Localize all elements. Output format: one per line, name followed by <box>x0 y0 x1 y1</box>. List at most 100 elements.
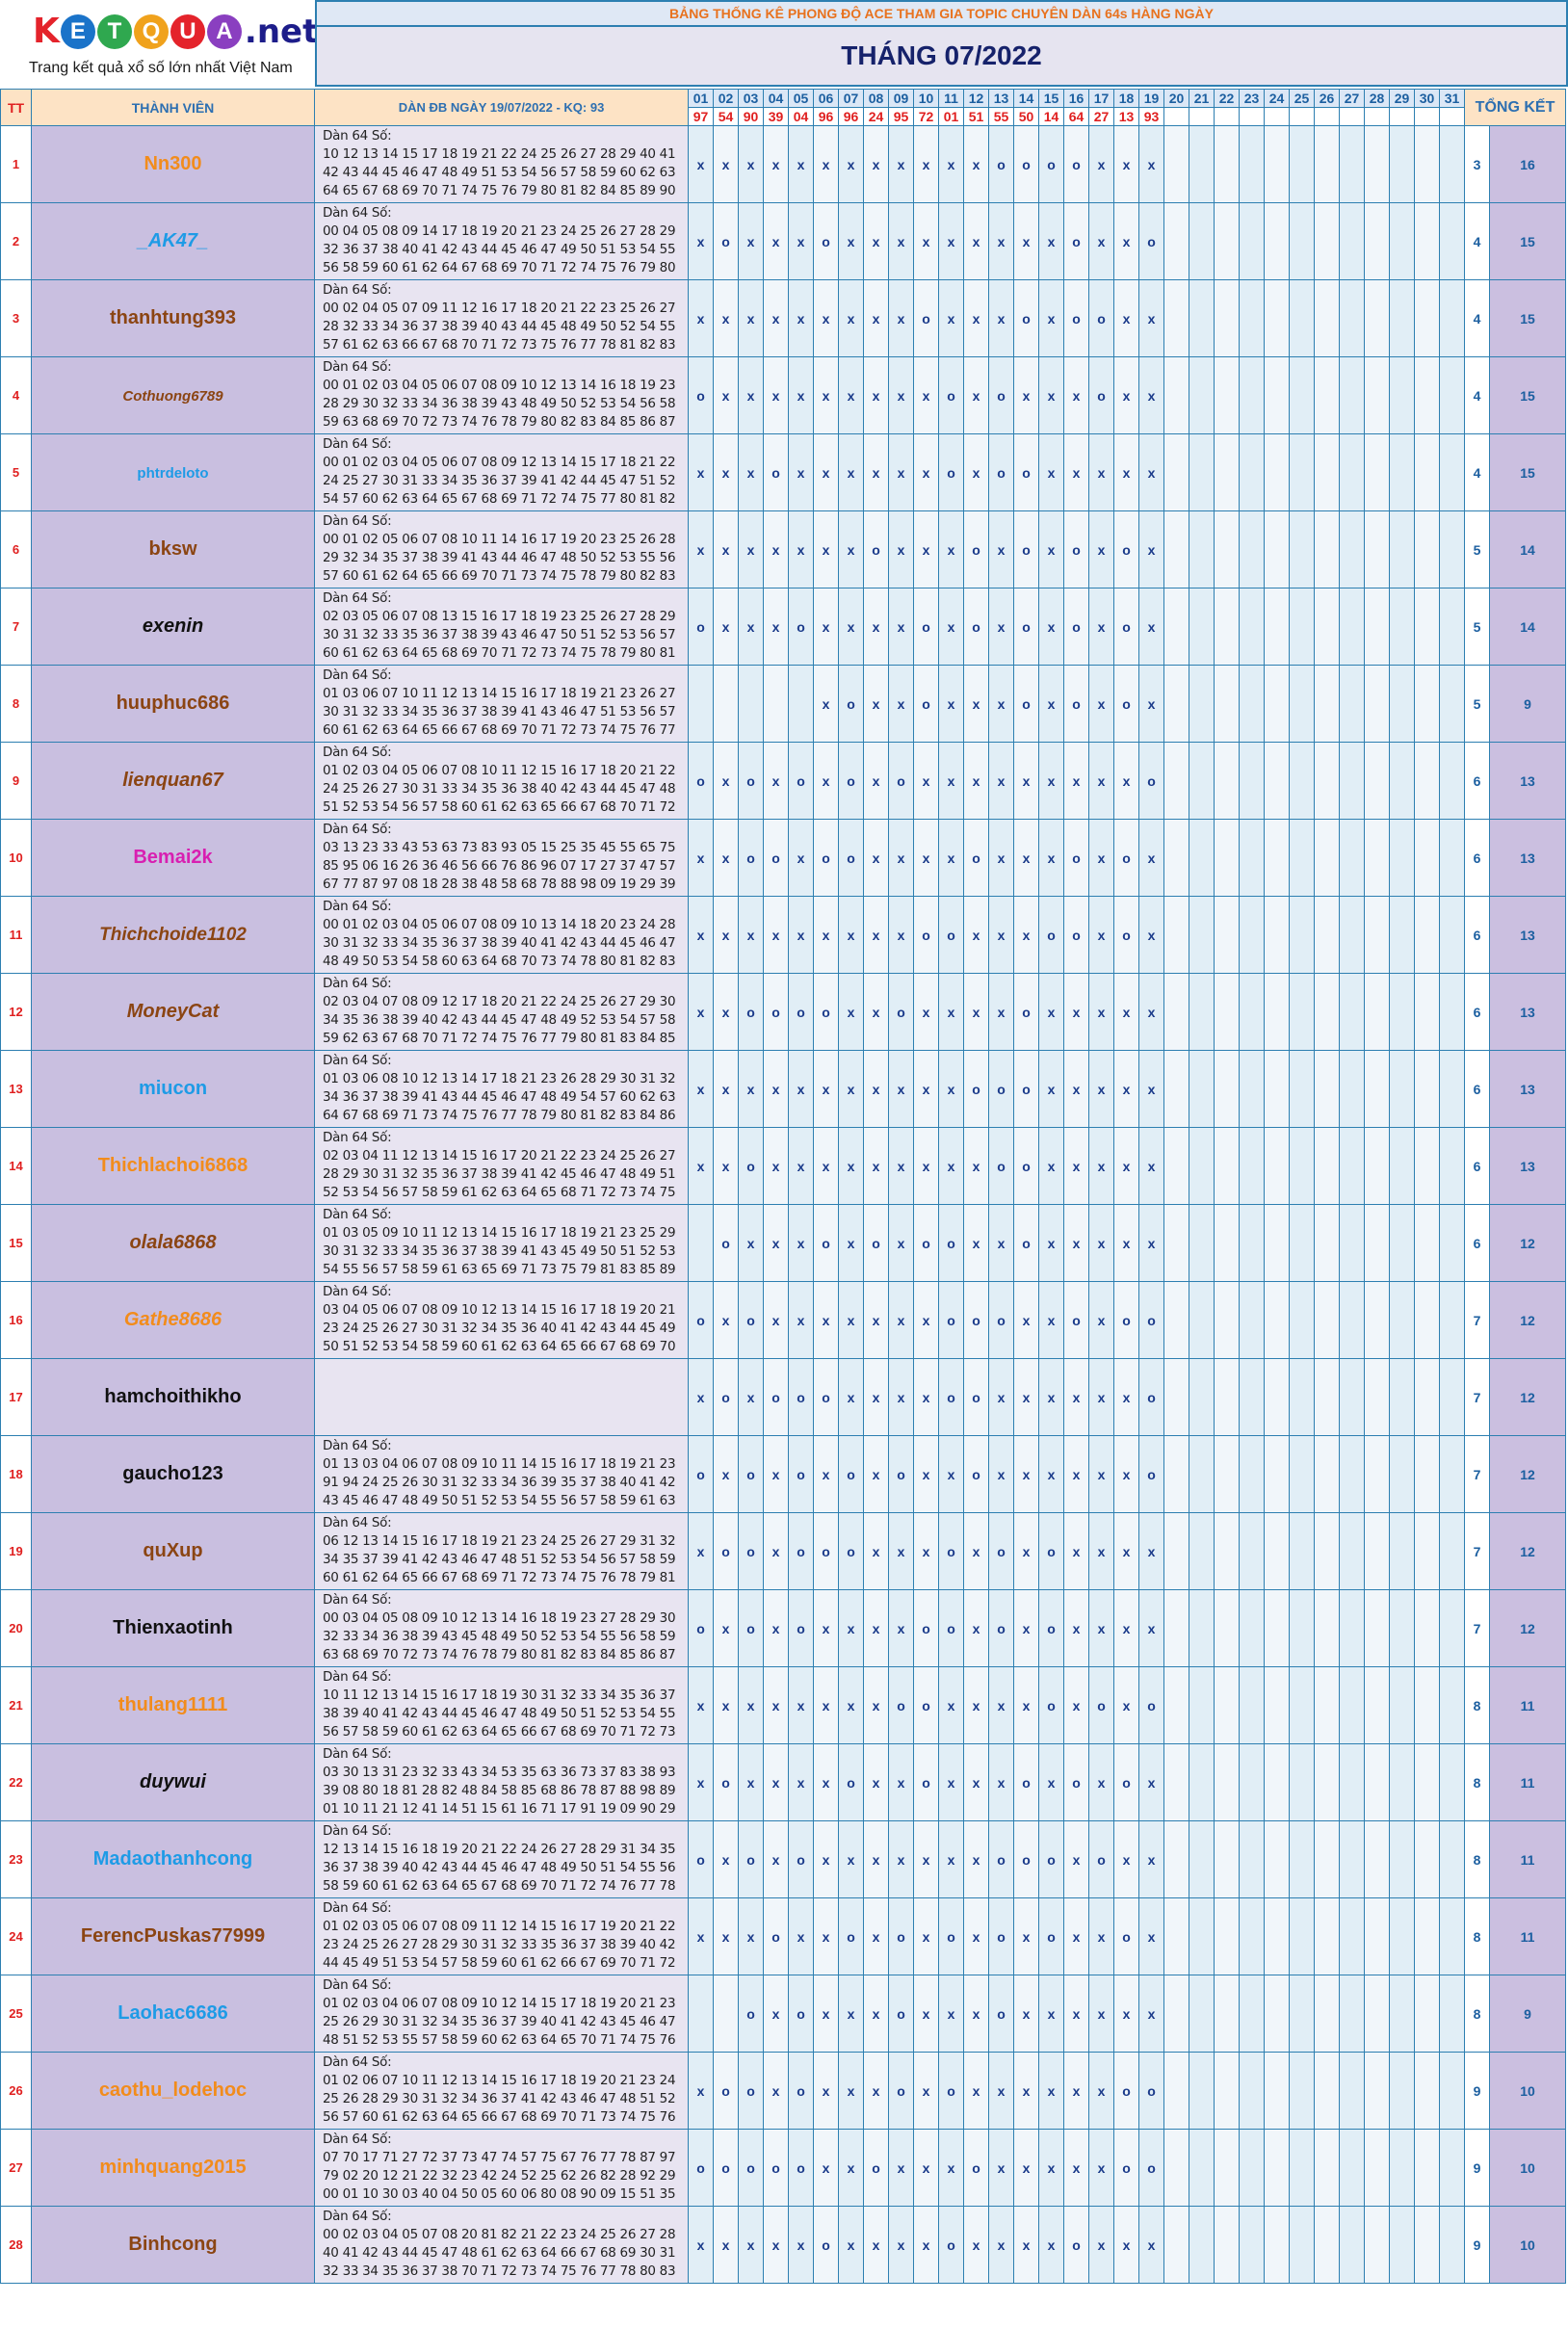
total-count-cell: 6 <box>1464 896 1490 974</box>
result-cell: x <box>813 1127 839 1205</box>
member-name[interactable]: Cothuong6789 <box>122 388 223 405</box>
result-cell <box>1163 1743 1189 1821</box>
result-cell: x <box>838 2206 864 2284</box>
result-cell <box>1239 588 1265 666</box>
member-name[interactable]: Thichchoide1102 <box>99 925 247 945</box>
member-name[interactable]: Binhcong <box>128 2234 218 2255</box>
result-cell: o <box>888 1975 914 2053</box>
result-cell <box>1439 819 1465 897</box>
result-cell: o <box>1138 1666 1164 1744</box>
result-cell: x <box>1038 2052 1064 2130</box>
result-cell: x <box>813 1281 839 1359</box>
result-cell <box>1214 1512 1240 1590</box>
result-cell: x <box>1038 1050 1064 1128</box>
result-cell: x <box>1038 356 1064 434</box>
member-cell: Thichlachoi6868 <box>31 1127 315 1205</box>
result-cell <box>1439 1127 1465 1205</box>
member-name[interactable]: thanhtung393 <box>109 307 237 328</box>
result-cell: x <box>788 896 814 974</box>
result-cell: x <box>938 279 964 357</box>
result-cell: x <box>1138 1743 1164 1821</box>
member-name[interactable]: thulang1111 <box>118 1694 228 1715</box>
member-name[interactable]: _AK47_ <box>137 230 209 251</box>
member-name[interactable]: FerencPuskas77999 <box>80 1925 266 1947</box>
result-cell <box>1239 1050 1265 1128</box>
member-name[interactable]: Laohac6686 <box>118 2002 228 2024</box>
total-count-cell: 8 <box>1464 1743 1490 1821</box>
member-name[interactable]: caothu_lodehoc <box>98 2080 248 2101</box>
dan-title: Dàn 64 Số: <box>323 822 392 837</box>
result-cell <box>1339 665 1365 743</box>
result-cell: x <box>688 1743 714 1821</box>
total-score-cell: 12 <box>1488 1204 1567 1282</box>
member-name[interactable]: quXup <box>143 1540 203 1561</box>
member-name[interactable]: Gathe8686 <box>123 1309 222 1330</box>
result-cell: x <box>1038 2129 1064 2207</box>
member-name[interactable]: hamchoithikho <box>104 1386 242 1407</box>
member-name[interactable]: duywui <box>140 1771 206 1792</box>
result-cell <box>1439 742 1465 820</box>
result-cell: x <box>688 819 714 897</box>
result-cell: x <box>1013 1975 1039 2053</box>
result-cell <box>1389 819 1415 897</box>
result-cell: x <box>763 1666 789 1744</box>
day-header: 12 <box>963 89 989 108</box>
day-header: 18 <box>1113 89 1139 108</box>
day-header: 19 <box>1138 89 1164 108</box>
result-cell <box>1414 1435 1440 1513</box>
result-cell <box>1189 742 1215 820</box>
result-cell <box>1239 433 1265 511</box>
result-cell <box>1439 356 1465 434</box>
logo-wordmark[interactable]: K E T Q U A .net <box>33 12 318 51</box>
result-cell: x <box>1088 2206 1114 2284</box>
dan-title: Dàn 64 Số: <box>323 2209 392 2224</box>
result-cell <box>1239 1127 1265 1205</box>
member-name[interactable]: exenin <box>142 615 204 637</box>
result-cell: o <box>838 742 864 820</box>
result-cell: x <box>788 2206 814 2284</box>
result-cell <box>1289 2052 1315 2130</box>
member-name[interactable]: Nn300 <box>144 153 202 174</box>
result-cell <box>1239 819 1265 897</box>
member-name[interactable]: Thienxaotinh <box>113 1617 233 1638</box>
member-name[interactable]: Madaothanhcong <box>92 1848 253 1870</box>
result-cell: x <box>913 2052 939 2130</box>
result-cell: x <box>813 2129 839 2207</box>
result-cell <box>1389 1897 1415 1975</box>
total-score-cell: 10 <box>1488 2129 1567 2207</box>
result-cell: x <box>1038 588 1064 666</box>
result-cell: x <box>1113 1512 1139 1590</box>
member-name[interactable]: huuphuc686 <box>116 693 230 714</box>
result-cell: o <box>1013 1204 1039 1282</box>
member-name[interactable]: MoneyCat <box>126 1001 220 1022</box>
dan-cell: Dàn 64 Số: 01 02 03 04 05 06 07 08 10 11 … <box>314 742 689 820</box>
result-cell: x <box>1038 1743 1064 1821</box>
result-cell: o <box>1038 1589 1064 1667</box>
result-cell: o <box>1063 588 1089 666</box>
member-name[interactable]: Thichlachoi6868 <box>97 1155 248 1176</box>
result-cell: x <box>888 356 914 434</box>
member-name[interactable]: gaucho123 <box>122 1463 223 1484</box>
result-cell <box>1314 125 1340 203</box>
site-logo[interactable]: K E T Q U A .net Trang kết quả xổ số lớn nhất … <box>0 0 318 91</box>
result-cell <box>1239 1589 1265 1667</box>
result-cell <box>1214 510 1240 589</box>
result-cell: x <box>963 896 989 974</box>
day-header: 31 <box>1439 89 1465 108</box>
member-name[interactable]: minhquang2015 <box>99 2157 247 2178</box>
result-cell: x <box>813 742 839 820</box>
member-name[interactable]: phtrdeloto <box>137 465 209 482</box>
member-name[interactable]: olala6868 <box>129 1232 217 1253</box>
result-cell <box>1364 1975 1390 2053</box>
result-cell: x <box>863 279 889 357</box>
member-name[interactable]: miucon <box>138 1078 208 1099</box>
result-cell <box>1314 896 1340 974</box>
member-name[interactable]: bksw <box>148 538 197 560</box>
result-cell: x <box>738 1666 764 1744</box>
member-name[interactable]: lienquan67 <box>122 770 223 791</box>
result-cell <box>1289 1743 1315 1821</box>
dan-title: Dàn 64 Số: <box>323 1746 392 1762</box>
member-name[interactable]: Bemai2k <box>133 847 213 868</box>
result-cell: x <box>988 279 1014 357</box>
result-cell: o <box>788 1512 814 1590</box>
